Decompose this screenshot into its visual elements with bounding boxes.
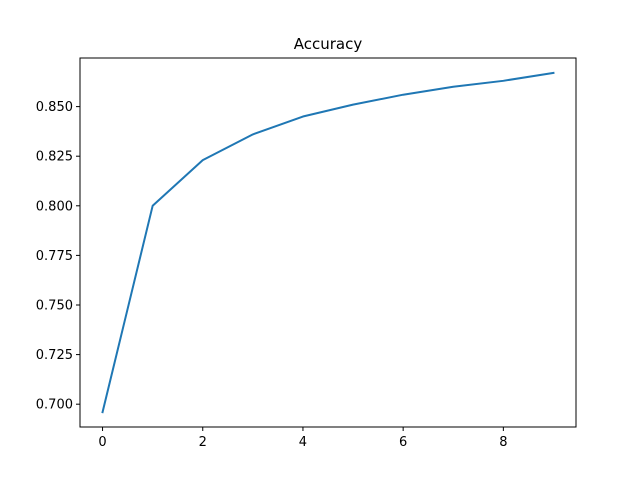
axes-frame: [79, 57, 577, 428]
x-tick-label: 6: [399, 435, 407, 450]
y-tick-label: 0.725: [36, 348, 73, 363]
plot-area: 0 2 4 6 8 0.700 0.725 0.750 0.775 0.800 0.825 0.850: [36, 57, 577, 450]
y-tick-label: 0.750: [36, 298, 73, 313]
x-tick-label: 8: [499, 435, 507, 450]
y-tick-label: 0.825: [36, 150, 73, 165]
y-tick-label: 0.850: [36, 100, 73, 115]
y-tick-label: 0.800: [36, 199, 73, 214]
y-tick-label: 0.700: [36, 398, 73, 413]
series-line: [101, 71, 555, 414]
x-tick-label: 0: [98, 435, 106, 450]
chart-title: Accuracy: [294, 35, 363, 53]
x-tick-label: 2: [199, 435, 207, 450]
y-tick-label: 0.775: [36, 249, 73, 264]
x-tick-label: 4: [299, 435, 307, 450]
